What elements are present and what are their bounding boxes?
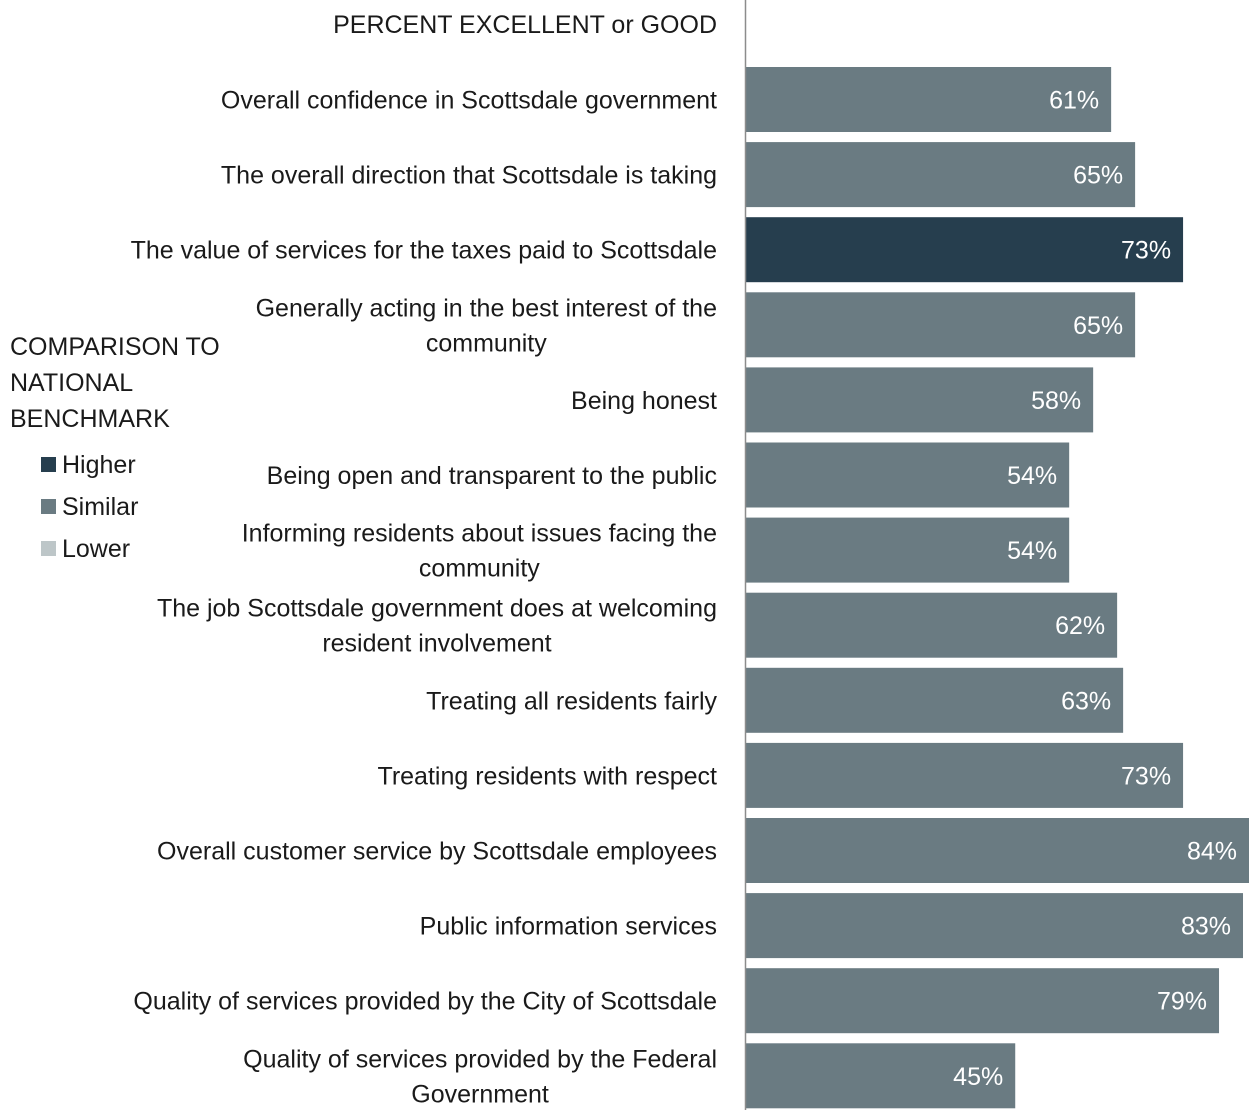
- legend-swatch-higher: [41, 457, 56, 472]
- bar-7: [745, 592, 1118, 658]
- bar-3: [745, 292, 1136, 358]
- chart-header: PERCENT EXCELLENT or GOOD: [333, 11, 717, 39]
- value-label-9: 73%: [1121, 762, 1171, 790]
- legend: COMPARISON TO NATIONAL BENCHMARK Higher Simi…: [10, 333, 220, 563]
- bar-1: [745, 142, 1136, 208]
- bar-2: [745, 217, 1184, 283]
- bar-12: [745, 968, 1220, 1034]
- value-label-8: 63%: [1061, 687, 1111, 715]
- category-label-7: The job Scottsdale government does at we…: [157, 595, 717, 623]
- bar-10: [745, 818, 1249, 883]
- value-label-10: 84%: [1187, 838, 1237, 866]
- value-label-4: 58%: [1031, 387, 1081, 415]
- value-label-3: 65%: [1073, 312, 1123, 340]
- category-label-11: Public information services: [420, 913, 717, 941]
- category-label-3: Generally acting in the best interest of…: [256, 294, 717, 322]
- bar-9: [745, 742, 1184, 808]
- legend-title-line-1: NATIONAL: [10, 369, 133, 397]
- category-label-8: Treating all residents fairly: [426, 687, 717, 715]
- category-label-6: Informing residents about issues facing …: [242, 520, 717, 548]
- legend-title-line-0: COMPARISON TO: [10, 333, 220, 361]
- category-label-13-line2: Government: [411, 1080, 549, 1108]
- legend-label-similar: Similar: [62, 493, 138, 521]
- value-label-11: 83%: [1181, 913, 1231, 941]
- legend-swatch-lower: [41, 541, 56, 556]
- value-label-0: 61%: [1049, 87, 1099, 115]
- bar-4: [745, 367, 1094, 433]
- value-label-1: 65%: [1073, 162, 1123, 190]
- bars-layer: 61% Overall confidence in Scottsdale gove…: [131, 67, 1249, 1109]
- value-label-7: 62%: [1055, 612, 1105, 640]
- category-label-13: Quality of services provided by the Fede…: [243, 1045, 717, 1073]
- category-label-10: Overall customer service by Scottsdale e…: [157, 838, 717, 866]
- category-label-7-line2: resident involvement: [322, 630, 551, 658]
- value-label-13: 45%: [953, 1063, 1003, 1091]
- bar-13: [745, 1043, 1016, 1109]
- bar-0: [745, 67, 1112, 132]
- bar-11: [745, 893, 1244, 959]
- legend-label-lower: Lower: [62, 535, 130, 563]
- category-label-0: Overall confidence in Scottsdale governm…: [221, 87, 717, 115]
- bar-8: [745, 667, 1124, 733]
- legend-label-higher: Higher: [62, 451, 136, 479]
- category-label-3-line2: community: [426, 329, 547, 357]
- legend-swatch-similar: [41, 499, 56, 514]
- category-label-5: Being open and transparent to the public: [267, 462, 717, 490]
- category-label-6-line2: community: [419, 555, 540, 583]
- value-label-6: 54%: [1007, 537, 1057, 565]
- legend-title-line-2: BENCHMARK: [10, 405, 170, 433]
- value-label-2: 73%: [1121, 237, 1171, 265]
- category-label-12: Quality of services provided by the City…: [133, 988, 717, 1016]
- value-label-12: 79%: [1157, 988, 1207, 1016]
- category-label-1: The overall direction that Scottsdale is…: [221, 162, 717, 190]
- category-label-9: Treating residents with respect: [377, 762, 717, 790]
- bar-6: [745, 517, 1070, 583]
- bar-5: [745, 442, 1070, 508]
- category-label-4: Being honest: [571, 387, 717, 415]
- category-label-2: The value of services for the taxes paid…: [131, 237, 717, 265]
- value-label-5: 54%: [1007, 462, 1057, 490]
